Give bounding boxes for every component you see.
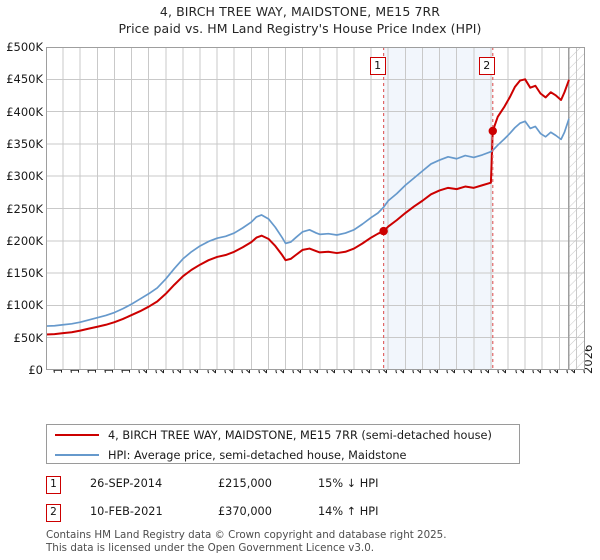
footer-line-1: Contains HM Land Registry data © Crown c…	[46, 529, 447, 541]
y-axis-tick-label: £50K	[13, 330, 44, 345]
legend-swatch-property	[55, 434, 99, 436]
transaction-price-1: £215,000	[218, 477, 272, 490]
transaction-date-1: 26-SEP-2014	[90, 477, 163, 490]
y-axis-tick-label: £200K	[6, 233, 43, 248]
transaction-badge-2: 2	[46, 504, 61, 522]
legend-item-property: 4, BIRCH TREE WAY, MAIDSTONE, ME15 7RR (…	[47, 425, 519, 445]
y-axis-tick-label: £0	[28, 363, 43, 377]
chart-legend: 4, BIRCH TREE WAY, MAIDSTONE, ME15 7RR (…	[46, 424, 520, 464]
y-axis-tick-label: £350K	[6, 136, 43, 151]
y-axis-tick-label: £400K	[6, 104, 43, 119]
transaction-date-2: 10-FEB-2021	[90, 505, 163, 518]
y-axis-tick-label: £150K	[6, 266, 43, 281]
chart-plot-area[interactable]	[46, 47, 585, 370]
y-axis-tick-label: £250K	[6, 201, 43, 216]
chart-title: 4, BIRCH TREE WAY, MAIDSTONE, ME15 7RR	[159, 4, 441, 19]
transaction-price-2: £370,000	[218, 505, 272, 518]
y-axis-tick-label: £500K	[6, 40, 43, 54]
legend-label-hpi: HPI: Average price, semi-detached house,…	[108, 448, 407, 462]
footer-line-2: This data is licensed under the Open Gov…	[46, 541, 375, 554]
legend-swatch-hpi	[55, 454, 99, 456]
transaction-hpi-delta-2: 14% ↑ HPI	[318, 505, 379, 518]
transaction-hpi-delta-1: 15% ↓ HPI	[318, 477, 379, 490]
legend-label-property: 4, BIRCH TREE WAY, MAIDSTONE, ME15 7RR (…	[108, 428, 492, 442]
transaction-row[interactable]: 1 26-SEP-2014 £215,000 15% ↓ HPI	[46, 476, 526, 494]
page-title: 4, BIRCH TREE WAY, MAIDSTONE, ME15 7RR P…	[0, 3, 600, 37]
y-axis-tick-label: £450K	[6, 72, 43, 87]
legend-item-hpi: HPI: Average price, semi-detached house,…	[47, 445, 519, 465]
price-history-chart	[46, 47, 585, 370]
transaction-badge-1: 1	[46, 476, 61, 494]
y-axis-tick-label: £300K	[6, 169, 43, 184]
y-axis-tick-label: £100K	[6, 298, 43, 313]
footer-attribution: Contains HM Land Registry data © Crown c…	[46, 529, 566, 554]
transaction-row[interactable]: 2 10-FEB-2021 £370,000 14% ↑ HPI	[46, 504, 526, 522]
chart-subtitle: Price paid vs. HM Land Registry's House …	[118, 21, 482, 36]
